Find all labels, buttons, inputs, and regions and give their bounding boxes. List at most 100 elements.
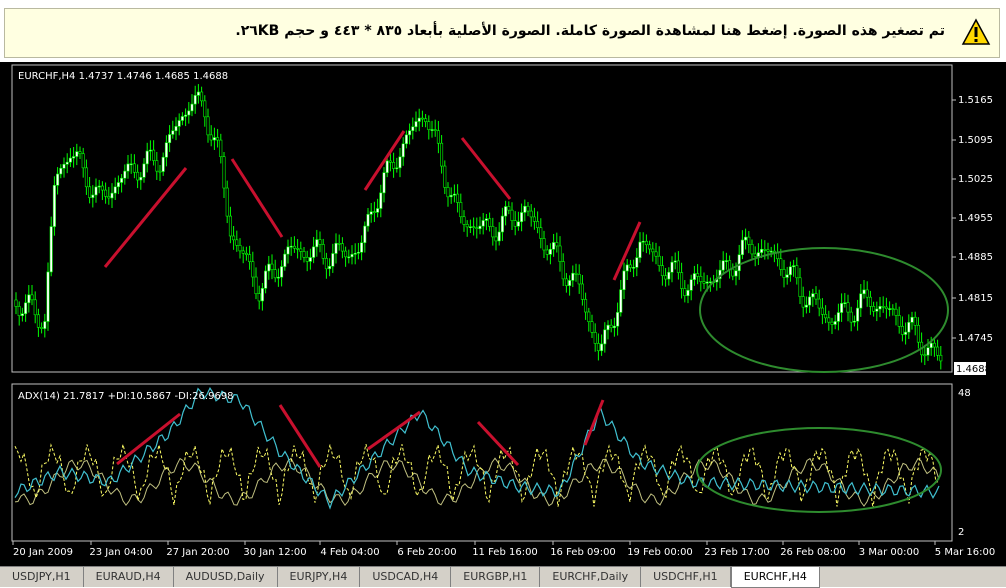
candle-body [545,249,549,255]
candle-body [632,267,636,269]
candle-body [417,117,421,122]
candle-body [91,194,95,198]
adx-tick-label: 48 [958,388,971,399]
candle-body [449,194,453,198]
candle-body [43,321,47,329]
candle-body [651,248,655,253]
candle-body [88,186,92,198]
candle-body [142,163,146,178]
candle-body [177,120,181,127]
candle-body [472,226,476,228]
tab[interactable]: USDJPY,H1 [0,567,84,587]
x-tick-label: 6 Feb 20:00 [397,547,456,558]
tab[interactable]: EURAUD,H4 [84,567,174,587]
candle-body [532,216,536,222]
candle-body [190,103,194,112]
candle-body [737,254,741,272]
candle-body [516,221,520,227]
candle-body [180,116,184,121]
candle-body [465,224,469,228]
tab[interactable]: EURGBP,H1 [451,567,541,587]
candle-body [452,193,456,196]
candle-body [46,271,50,322]
candle-body [382,172,386,194]
candle-body [657,255,661,266]
candle-body [686,290,690,296]
candle-body [676,260,680,273]
candle-body [100,185,104,191]
candle-body [62,163,66,169]
candle-body [497,231,501,242]
candle-body [504,206,508,217]
y-tick-label: 1.4815 [958,293,993,304]
candle-body [488,218,492,227]
candle-body [900,326,904,335]
candle-body [513,220,517,227]
candle-body [116,182,120,188]
tab[interactable]: USDCAD,H4 [360,567,452,587]
banner-text[interactable]: تم تصغير هذه الصورة. إضغط هنا لمشاهدة ال… [235,23,945,39]
candle-body [792,265,796,268]
candle-body [216,137,220,141]
candle-body [155,160,159,172]
resize-banner[interactable]: تم تصغير هذه الصورة. إضغط هنا لمشاهدة ال… [4,8,1000,58]
candle-body [251,261,255,278]
candle-body [708,281,712,284]
candle-body [744,236,748,241]
candle-body [273,269,277,279]
candle-body [782,269,786,278]
candle-body [827,317,831,323]
candle-body [846,302,850,313]
candle-body [120,177,124,183]
candle-body [468,226,472,228]
candle-body [913,316,917,326]
candle-body [798,277,802,297]
candle-body [648,244,652,250]
candle-body [344,250,348,258]
candle-body [593,332,597,344]
candle-body [817,298,821,309]
candle-body [110,192,114,199]
candle-body [353,252,357,255]
tab[interactable]: AUDUSD,Daily [174,567,278,587]
candle-body [888,308,892,310]
candle-body [254,276,258,294]
candle-body [164,142,168,158]
candle-body [529,210,533,218]
candle-body [526,205,530,212]
candle-body [363,225,367,244]
candle-body [491,226,495,238]
candle-body [59,167,63,175]
candle-body [728,260,732,270]
candle-body [158,170,162,173]
candle-body [664,275,668,280]
candle-body [398,156,402,169]
candle-body [510,209,514,221]
candle-body [865,289,869,298]
adx-line [14,386,940,510]
candle-body [440,142,444,167]
tab[interactable]: EURCHF,Daily [540,567,642,587]
x-tick-label: 16 Feb 09:00 [550,547,616,558]
candle-body [446,187,450,198]
candle-body [40,327,44,329]
tab[interactable]: EURJPY,H4 [278,567,361,587]
candle-body [763,248,767,251]
candle-body [558,245,562,262]
candle-body [596,343,600,352]
candle-body [673,260,677,263]
candle-body [376,208,380,213]
candle-body [321,244,325,259]
candle-body [747,236,751,245]
tab[interactable]: EURCHF,H4 [730,567,820,588]
candle-body [459,202,463,218]
candle-body [884,306,888,309]
candle-body [65,161,69,165]
tab[interactable]: USDCHF,H1 [641,567,731,587]
candle-body [564,278,568,286]
candle-body [811,293,815,298]
x-tick-label: 5 Mar 16:00 [935,547,995,558]
warning-icon [961,18,991,45]
candle-body [350,254,354,258]
